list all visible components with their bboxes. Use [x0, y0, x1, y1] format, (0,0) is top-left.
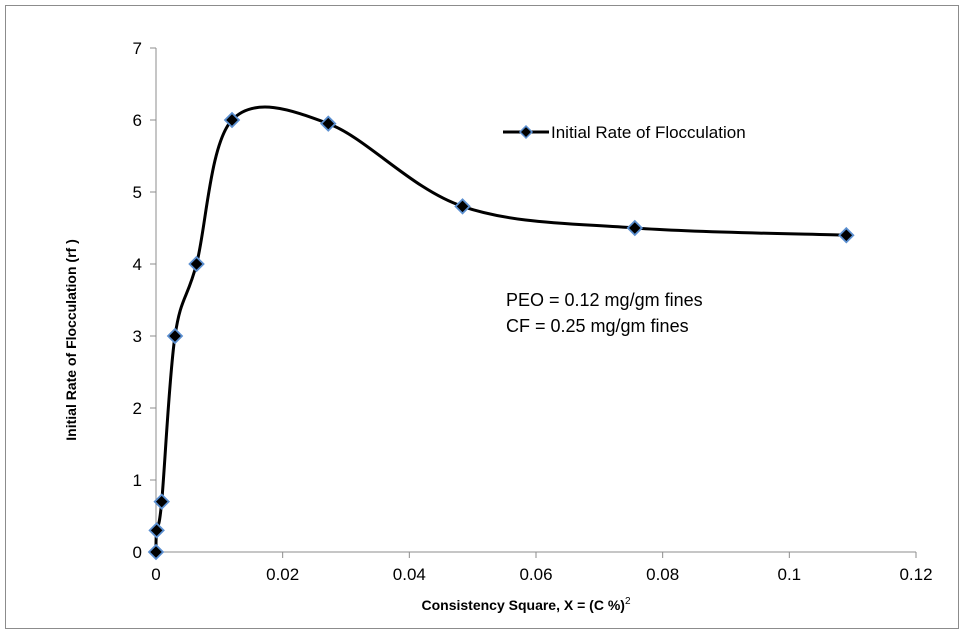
data-point: [454, 198, 471, 215]
ticks: 0 1 2 3 4 5 6 7 0 0.02 0.04 0.06 0.08 0.1 0.12: [133, 39, 933, 584]
data-point: [223, 111, 241, 129]
markers-layer: [147, 111, 855, 561]
annotation-peo: PEO = 0.12 mg/gm fines: [506, 290, 703, 310]
y-axis-title: Initial Rate of Flocculation (rf ): [63, 239, 79, 440]
y-tick-label: 7: [133, 39, 142, 58]
y-tick-label: 5: [133, 183, 142, 202]
x-tick-label: 0.04: [393, 565, 426, 584]
x-tick-label: 0.08: [646, 565, 679, 584]
y-tick-label: 2: [133, 399, 142, 418]
y-tick-label: 6: [133, 111, 142, 130]
x-tick-label: 0.12: [899, 565, 932, 584]
legend-marker: [518, 124, 534, 140]
y-tick-label: 1: [133, 471, 142, 490]
data-point: [626, 219, 644, 237]
series-layer: [154, 105, 847, 553]
y-tick-label: 0: [133, 543, 142, 562]
legend: Initial Rate of Flocculation: [503, 123, 746, 142]
data-point: [188, 255, 205, 273]
data-point: [147, 543, 165, 561]
x-axis-title: Consistency Square, X = (C %)2: [421, 596, 630, 613]
data-point: [148, 522, 165, 539]
data-point: [838, 226, 855, 244]
chart-svg: 0 1 2 3 4 5 6 7 0 0.02 0.04 0.06 0.08 0.1 0.12 Consist…: [63, 39, 933, 613]
data-point: [153, 493, 170, 510]
y-tick-label: 3: [133, 327, 142, 346]
x-tick-label: 0: [151, 565, 160, 584]
x-axis-title-main: Consistency Square, X = (C %): [421, 597, 624, 613]
x-tick-label: 0.06: [519, 565, 552, 584]
x-tick-label: 0.1: [778, 565, 802, 584]
y-tick-label: 4: [133, 255, 142, 274]
chart-container: 0 1 2 3 4 5 6 7 0 0.02 0.04 0.06 0.08 0.1 0.12 Consist…: [5, 5, 959, 629]
data-point: [319, 115, 337, 132]
legend-label: Initial Rate of Flocculation: [551, 123, 746, 142]
series-line: [154, 105, 847, 553]
annotation-cf: CF = 0.25 mg/gm fines: [506, 316, 689, 336]
data-point: [166, 327, 184, 345]
x-tick-label: 0.02: [266, 565, 299, 584]
x-axis-title-superscript: 2: [625, 596, 631, 607]
